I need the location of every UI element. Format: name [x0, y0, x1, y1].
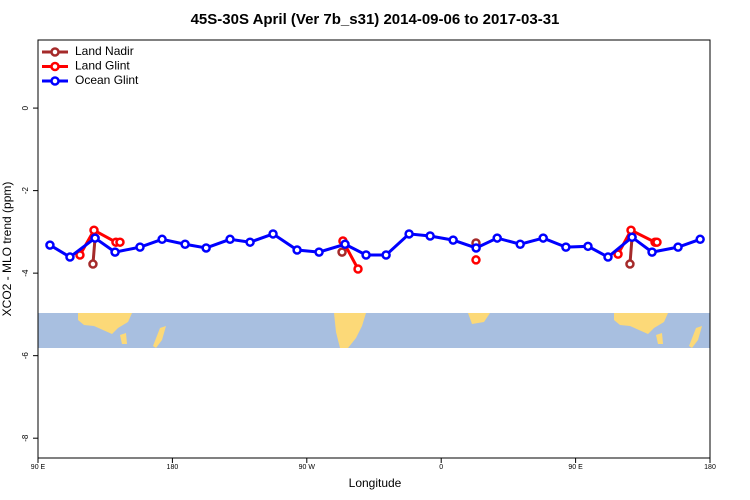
point	[381, 250, 391, 260]
point	[673, 242, 683, 252]
series-line	[49, 232, 701, 259]
point	[448, 235, 458, 245]
point	[180, 239, 190, 250]
point	[88, 259, 98, 269]
series-line	[78, 228, 657, 270]
point	[471, 243, 481, 253]
point	[583, 241, 593, 252]
point	[268, 229, 278, 239]
point	[337, 247, 347, 257]
y-tick-label: -8	[21, 434, 30, 442]
point	[492, 233, 502, 243]
legend-marker	[50, 47, 60, 57]
point	[627, 232, 637, 242]
point	[647, 247, 657, 257]
point	[65, 252, 75, 262]
x-tick-label: 180	[704, 464, 716, 471]
x-tick-label: 0	[439, 464, 443, 471]
legend-label: Land Nadir	[75, 44, 134, 58]
point	[425, 231, 435, 241]
point	[340, 239, 350, 250]
legend-label: Ocean Glint	[75, 73, 139, 87]
point	[314, 247, 324, 257]
legend-marker	[50, 76, 60, 86]
point	[90, 233, 100, 243]
x-tick-label: 90 E	[568, 464, 583, 471]
y-tick-label: -4	[21, 269, 30, 277]
point	[603, 252, 613, 262]
x-axis-label: Longitude	[349, 476, 402, 490]
x-tick-label: 90 E	[31, 464, 46, 471]
chart-title: 45S-30S April (Ver 7b_s31) 2014-09-06 to…	[191, 11, 560, 28]
point	[135, 242, 145, 252]
point	[695, 234, 705, 245]
legend-label: Land Glint	[75, 59, 130, 73]
point	[157, 234, 167, 245]
y-tick-label: -6	[21, 352, 30, 360]
point	[561, 242, 571, 252]
land	[334, 313, 366, 348]
land	[656, 333, 663, 344]
land	[689, 326, 702, 348]
y-tick-label: -2	[21, 187, 30, 195]
point	[361, 250, 371, 260]
point	[110, 247, 120, 257]
land	[120, 333, 127, 344]
point	[115, 237, 125, 247]
x-tick-label: 90 W	[299, 464, 316, 471]
point	[225, 234, 235, 245]
point	[245, 237, 255, 247]
land	[468, 313, 490, 324]
y-tick-label: 0	[21, 105, 30, 110]
land	[78, 313, 132, 334]
point	[292, 245, 302, 255]
land	[153, 326, 166, 348]
map-strip	[38, 313, 710, 348]
ocean-band	[38, 313, 710, 348]
point	[625, 259, 635, 269]
y-axis-label: XCO2 - MLO trend (ppm)	[0, 182, 14, 317]
x-tick-label: 180	[167, 464, 179, 471]
plot-frame	[37, 39, 711, 459]
point	[75, 250, 85, 260]
legend-marker	[50, 61, 60, 72]
point	[201, 243, 211, 253]
land	[614, 313, 668, 334]
point	[471, 255, 481, 265]
point	[353, 264, 363, 274]
point	[45, 240, 55, 250]
point	[515, 239, 525, 250]
point	[404, 229, 414, 239]
point	[538, 233, 548, 243]
point	[652, 237, 662, 247]
point	[89, 225, 99, 235]
